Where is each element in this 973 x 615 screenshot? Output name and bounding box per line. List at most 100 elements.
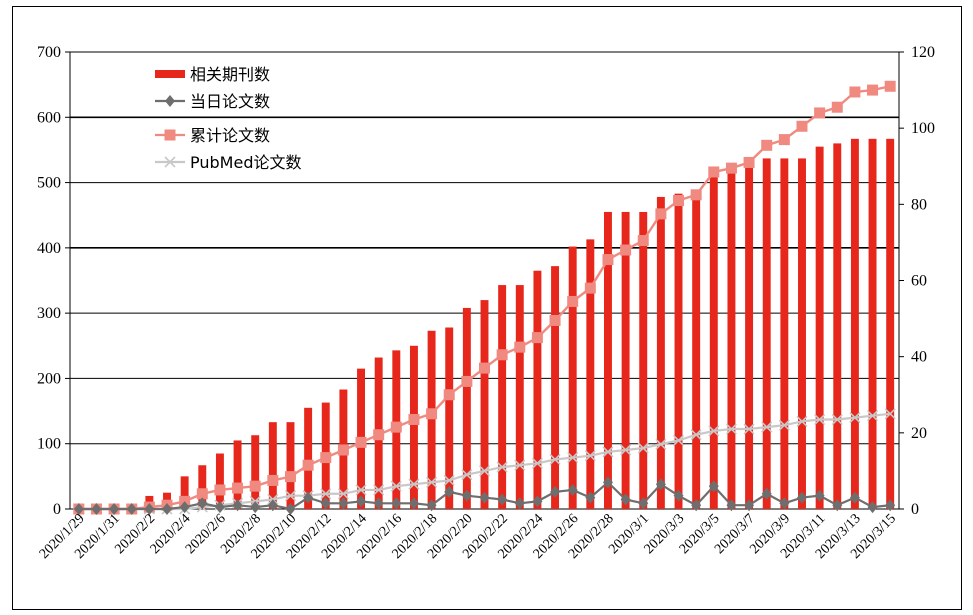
bar	[868, 138, 877, 509]
diamond-marker	[497, 493, 508, 506]
bar	[727, 171, 736, 510]
square-marker	[426, 408, 438, 420]
x-marker	[637, 442, 649, 454]
square-marker	[602, 254, 614, 266]
square-marker	[584, 282, 596, 294]
bar	[603, 211, 612, 509]
x-marker	[778, 419, 790, 431]
bar	[639, 211, 648, 509]
square-marker	[743, 156, 755, 168]
bar	[462, 307, 471, 509]
bar	[780, 158, 789, 509]
square-marker	[637, 235, 649, 247]
right-tick-label: 40	[911, 349, 927, 366]
x-marker	[584, 450, 596, 462]
square-marker	[531, 332, 543, 344]
square-marker	[232, 482, 244, 494]
diamond-marker	[479, 491, 490, 504]
square-marker	[443, 389, 455, 401]
bar	[233, 440, 242, 509]
right-tick-label: 80	[911, 196, 927, 213]
square-marker	[373, 429, 385, 441]
x-marker	[373, 484, 385, 496]
diamond-marker	[514, 497, 525, 510]
x-marker	[655, 438, 667, 450]
square-marker	[867, 84, 879, 96]
diamond-marker	[673, 489, 684, 502]
diamond-marker	[426, 499, 437, 512]
diamond-marker	[585, 491, 596, 504]
bar	[409, 345, 418, 509]
bar	[498, 285, 507, 509]
chart-frame: 0 100 200 300 400 500 600 700 0 20 40 60 80 100 120 202…	[12, 6, 962, 610]
x-marker	[284, 490, 297, 502]
square-marker	[708, 166, 720, 178]
bar	[692, 193, 701, 510]
diamond-marker	[73, 503, 84, 515]
x-marker	[690, 429, 702, 441]
left-tick-label: 100	[37, 436, 61, 453]
square-marker	[355, 436, 367, 448]
bar	[180, 476, 189, 509]
x-marker	[478, 465, 491, 477]
square-marker	[796, 120, 808, 132]
x-marker	[831, 413, 843, 426]
x-marker	[443, 474, 455, 487]
square-marker	[164, 129, 176, 141]
square-marker	[514, 341, 526, 353]
bar	[745, 161, 754, 509]
diamond-marker	[320, 497, 331, 510]
square-marker	[567, 295, 579, 307]
x-marker	[461, 469, 473, 481]
bar	[762, 158, 771, 509]
x-marker	[761, 421, 773, 433]
bar	[656, 196, 665, 510]
x-marker	[426, 476, 438, 488]
diamond-marker	[761, 487, 772, 500]
diamond-marker	[303, 491, 314, 504]
square-marker	[408, 414, 420, 426]
x-marker	[549, 453, 561, 466]
diamond-marker	[285, 503, 296, 515]
x-marker	[725, 423, 738, 435]
bar	[304, 407, 313, 509]
bar	[833, 143, 842, 509]
bar	[198, 465, 207, 509]
right-tick-label: 120	[911, 44, 935, 61]
left-tick-label: 700	[37, 44, 61, 61]
diamond-marker	[691, 499, 702, 512]
diamond-marker	[165, 95, 175, 107]
x-marker	[355, 484, 367, 496]
x-marker	[796, 415, 808, 427]
bar	[445, 327, 454, 509]
square-marker	[320, 452, 332, 464]
x-marker	[884, 408, 896, 420]
legend-swatch-bar	[155, 70, 185, 78]
bar	[709, 174, 718, 509]
square-marker	[655, 208, 667, 220]
bar	[586, 239, 595, 509]
left-tick-label: 500	[37, 175, 61, 192]
square-marker	[284, 471, 296, 483]
diamond-marker	[602, 476, 613, 489]
diamond-marker	[796, 491, 807, 504]
diamond-marker	[250, 501, 261, 514]
bar	[674, 193, 683, 510]
square-marker	[778, 134, 790, 146]
square-marker	[690, 189, 702, 201]
diamond-marker	[849, 491, 860, 504]
x-marker	[602, 446, 614, 458]
bar	[798, 158, 806, 509]
bar	[515, 285, 524, 509]
diamond-marker	[832, 499, 843, 512]
diamond-marker	[444, 485, 455, 498]
square-marker	[390, 421, 402, 433]
left-tick-label: 300	[37, 305, 61, 322]
x-marker	[337, 488, 349, 500]
square-marker	[849, 86, 861, 98]
square-marker	[461, 375, 473, 387]
diamond-marker	[461, 489, 472, 502]
square-marker	[496, 349, 508, 361]
diamond-marker	[144, 503, 155, 515]
diamond-marker	[814, 489, 825, 502]
